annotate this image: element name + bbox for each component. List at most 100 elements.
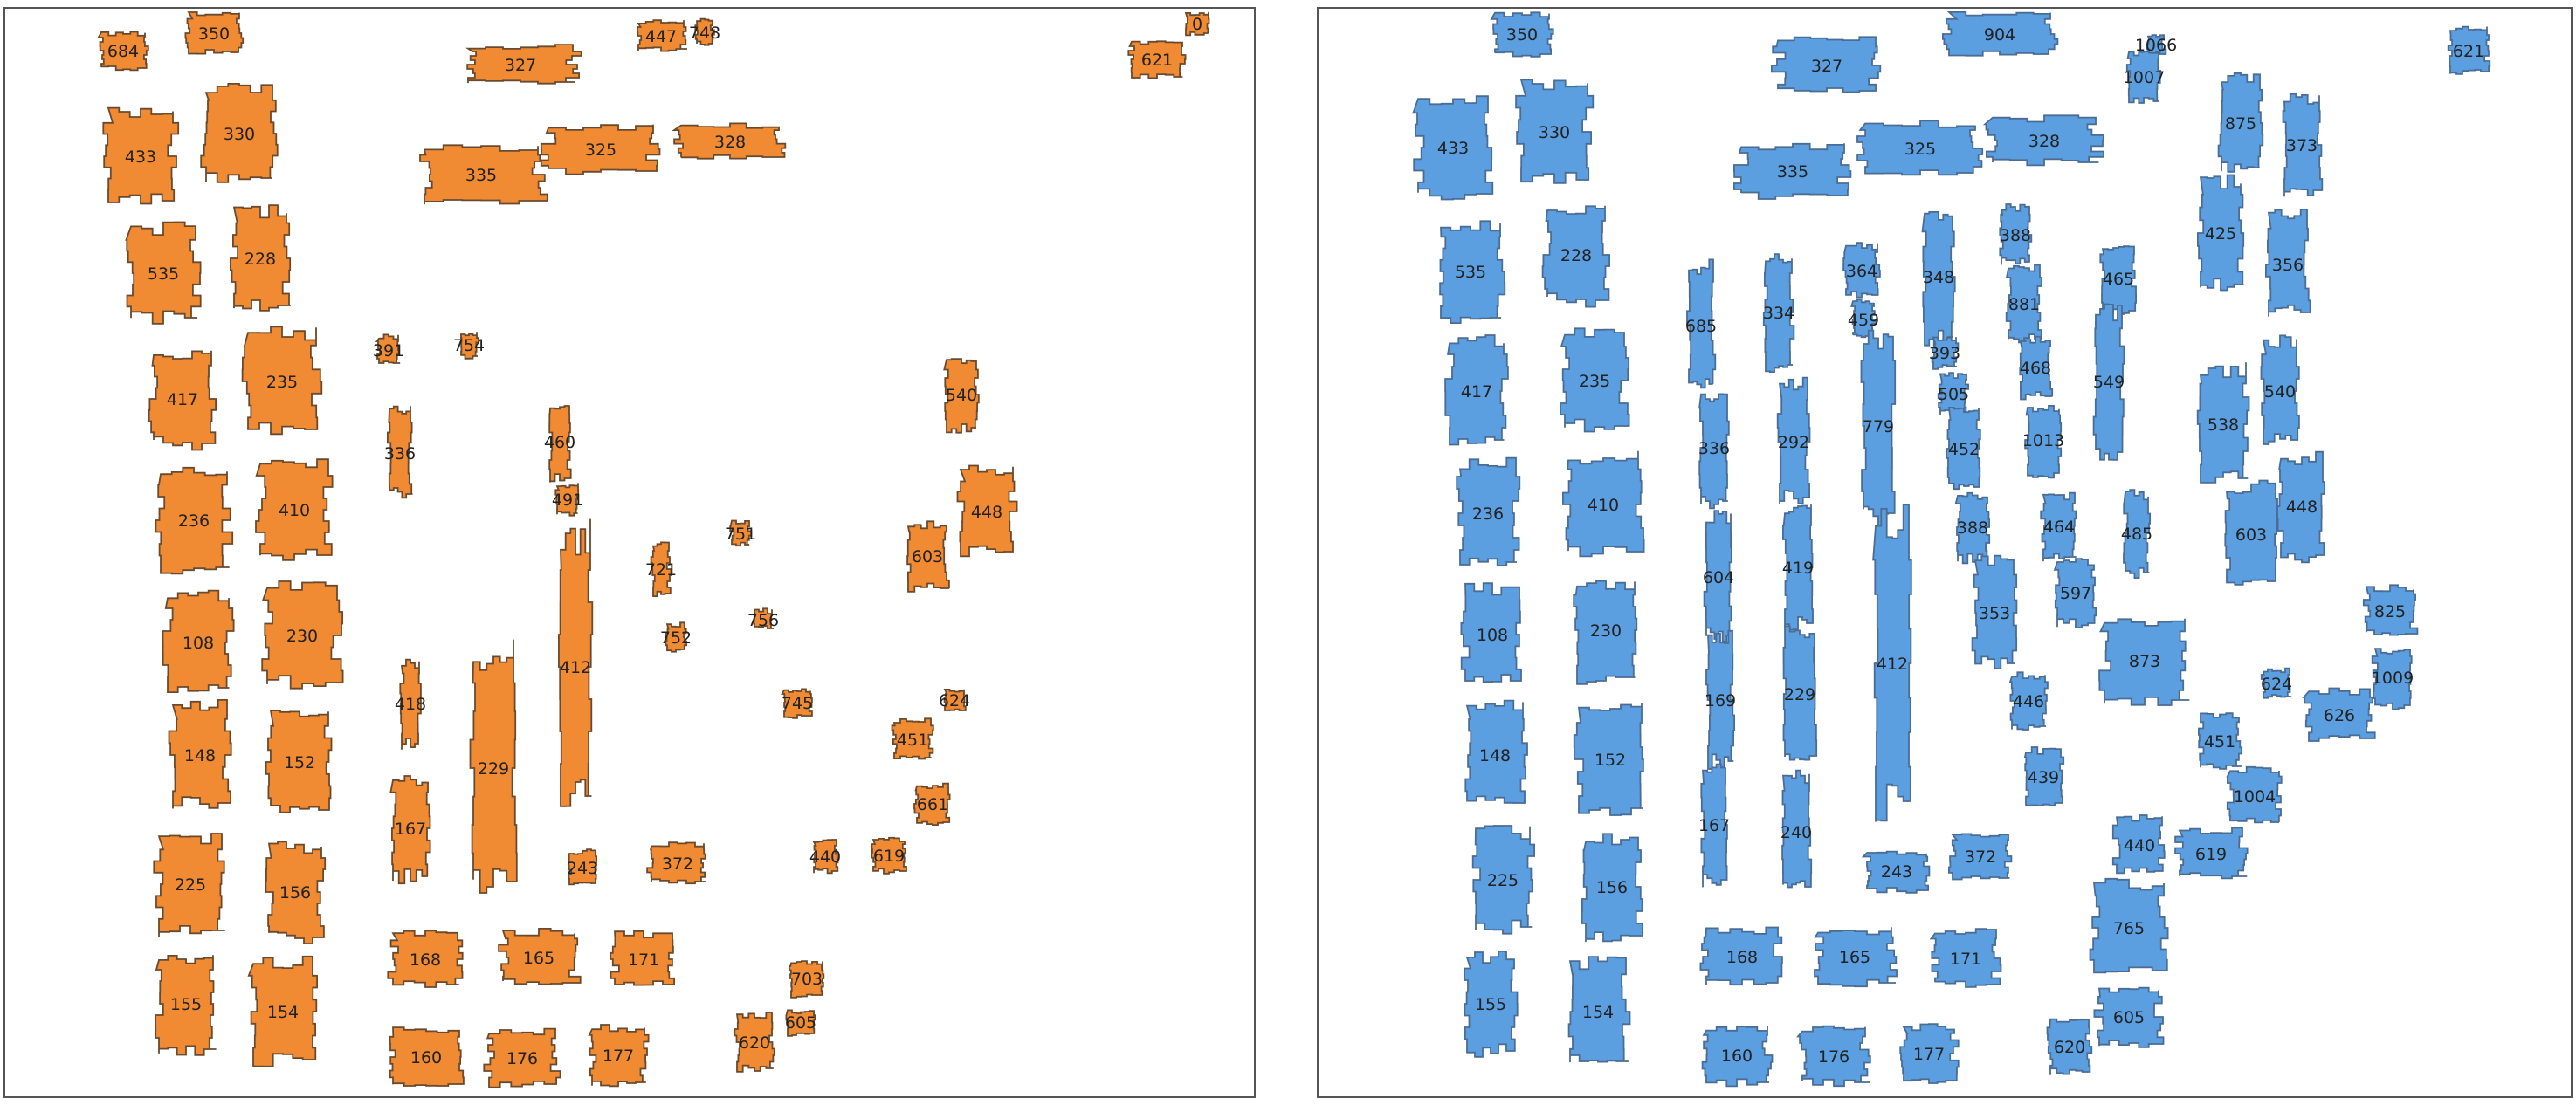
left-parcel-661: 661 [913, 782, 951, 826]
right-parcel-425: 425 [2197, 174, 2245, 292]
right-parcel-label: 373 [2286, 136, 2318, 155]
right-parcel-shape [2371, 648, 2413, 710]
right-parcel-shape [1948, 833, 2013, 881]
right-parcel-shape [1541, 205, 1610, 308]
left-parcel-label: 684 [107, 42, 139, 61]
left-parcel-shape [610, 930, 675, 986]
right-parcel-shape [2198, 712, 2243, 770]
left-parcel-391: 391 [373, 333, 404, 364]
left-parcel-shape [781, 688, 813, 719]
left-parcel-176: 176 [483, 1027, 561, 1088]
right-parcel-shape [1573, 703, 1644, 816]
left-parcel-336: 336 [384, 405, 416, 499]
right-parcel-label: 779 [1863, 417, 1894, 436]
right-parcel-417: 417 [1444, 334, 1509, 446]
left-parcel-label: 148 [184, 746, 216, 765]
left-parcel-shape [913, 782, 951, 826]
left-parcel-shape [125, 221, 202, 325]
right-parcel-597: 597 [2053, 558, 2097, 628]
left-parcel-752: 752 [660, 621, 692, 653]
right-parcel-shape [1776, 376, 1811, 504]
right-parcel-shape [1781, 769, 1813, 889]
left-parcel-756: 756 [747, 607, 779, 630]
left-parcel-shape [200, 83, 279, 183]
right-map-panel: 350 904 1066 621 327 1007 433 330 875 373 335 325 32… [1317, 7, 2573, 1098]
right-parcel-label: 1013 [2022, 431, 2064, 450]
left-parcel-540: 540 [943, 358, 980, 434]
right-parcel-label: 549 [2093, 373, 2125, 392]
right-parcel-334: 334 [1762, 253, 1795, 373]
left-parcel-label: 703 [791, 970, 823, 989]
right-parcel-shape [1795, 1025, 1871, 1088]
right-parcel-230: 230 [1573, 580, 1638, 685]
right-parcel-108: 108 [1460, 582, 1522, 683]
right-parcel-shape [1412, 95, 1494, 201]
right-parcel-label: 364 [1846, 262, 1877, 281]
right-parcel-shape [2092, 303, 2125, 461]
left-parcel-shape [153, 833, 225, 937]
left-parcel-754: 754 [453, 332, 485, 360]
right-parcel-label: 353 [1979, 604, 2010, 623]
left-parcel-shape [265, 841, 327, 944]
left-parcel-108: 108 [162, 589, 235, 693]
right-parcel-shape [1762, 253, 1795, 373]
left-parcel-shape [184, 11, 245, 55]
right-parcel-label: 1009 [2372, 669, 2414, 688]
left-parcel-shape [389, 775, 431, 885]
left-parcel-165: 165 [498, 928, 582, 985]
right-parcel-605: 605 [2093, 986, 2165, 1048]
left-parcel-shape [956, 464, 1018, 558]
left-parcel-label: 336 [384, 444, 416, 463]
left-parcel-label: 229 [478, 759, 509, 779]
left-parcel-label: 391 [373, 341, 404, 360]
left-parcel-shape [389, 1026, 465, 1087]
left-parcel-721: 721 [645, 541, 677, 597]
right-parcel-shape [1700, 763, 1728, 888]
right-parcel-873: 873 [2098, 618, 2190, 706]
left-parcel-shape [102, 106, 180, 205]
right-parcel-465: 465 [2099, 245, 2137, 316]
right-parcel-shape [1464, 951, 1519, 1058]
left-parcel-433: 433 [102, 106, 180, 205]
left-parcel-map: 684 350 327 447 748 621 0 433 330 335 325 328 535 228… [97, 11, 1210, 1088]
left-parcel-label: 171 [628, 951, 659, 970]
right-parcel-685: 685 [1685, 258, 1717, 389]
right-parcel-540: 540 [2260, 334, 2300, 445]
right-parcel-label: 335 [1777, 162, 1808, 182]
right-parcel-152: 152 [1573, 703, 1644, 816]
right-parcel-373: 373 [2282, 93, 2324, 197]
right-parcel-label: 603 [2235, 525, 2267, 545]
left-parcel-label: 756 [747, 611, 779, 630]
left-parcel-shape [588, 1024, 650, 1088]
right-parcel-464: 464 [2040, 491, 2077, 562]
left-parcel-label: 748 [689, 24, 720, 43]
left-parcel-745: 745 [781, 688, 813, 719]
left-parcel-225: 225 [153, 833, 225, 937]
right-parcel-label: 328 [2028, 132, 2060, 151]
left-parcel-shape [375, 333, 401, 364]
left-parcel-shape [753, 607, 775, 629]
left-parcel-shape [247, 955, 318, 1067]
right-parcel-shape [1567, 956, 1631, 1063]
left-parcel-label: 418 [395, 695, 426, 714]
right-parcel-356: 356 [2265, 209, 2311, 317]
right-parcel-label: 825 [2374, 602, 2406, 621]
left-parcel-shape [1127, 40, 1187, 79]
right-parcel-label: 459 [1848, 311, 1879, 330]
right-parcel-shape [1814, 927, 1898, 988]
left-parcel-417: 417 [148, 350, 217, 451]
right-parcel-388: 388 [1954, 491, 1991, 565]
right-parcel-shape [1515, 79, 1595, 184]
right-parcel-604: 604 [1703, 510, 1734, 642]
right-parcel-label: 873 [2129, 652, 2160, 671]
left-parcel-460: 460 [544, 405, 575, 483]
left-parcel-label: 745 [782, 694, 813, 713]
left-parcel-label: 751 [725, 525, 756, 544]
right-parcel-label: 881 [2008, 295, 2040, 314]
left-parcel-0: 0 [1184, 11, 1210, 37]
right-parcel-167: 167 [1698, 763, 1730, 888]
right-parcel-626: 626 [2302, 687, 2376, 742]
right-parcel-765: 765 [2089, 877, 2169, 974]
left-parcel-label: 410 [279, 501, 310, 520]
right-parcel-label: 465 [2103, 270, 2134, 289]
